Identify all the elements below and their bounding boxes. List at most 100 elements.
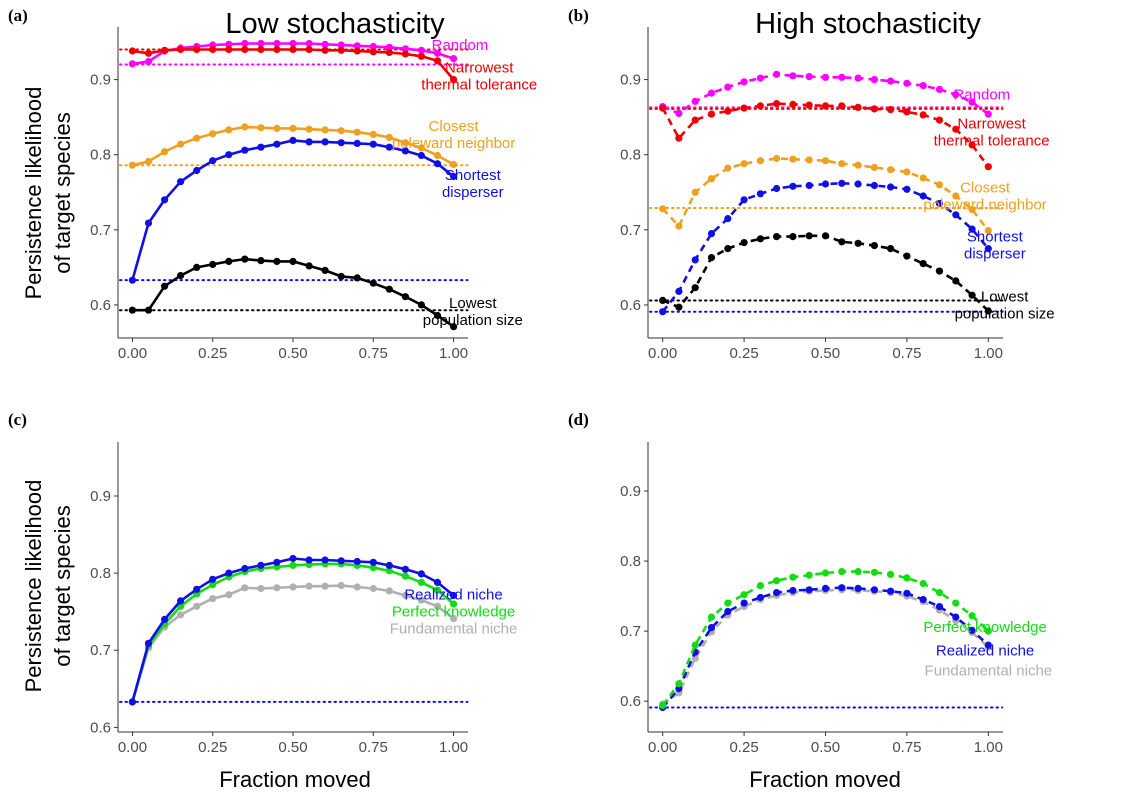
data-point-fundamental-niche <box>257 584 265 593</box>
data-point-fundamental-niche <box>241 584 249 592</box>
series-label-random: Random <box>432 37 489 54</box>
data-point-perfect-knowledge <box>870 568 879 576</box>
data-point-closest-poleward-neighbor <box>193 134 201 142</box>
data-point-lowest-population-size <box>984 307 992 315</box>
data-point-closest-poleward-neighbor <box>691 188 699 196</box>
data-point-lowest-population-size <box>707 254 716 262</box>
data-point-narrowest-thermal-tolerance <box>257 45 265 54</box>
data-point-random <box>854 74 862 82</box>
data-point-random <box>241 39 249 48</box>
data-point-perfect-knowledge <box>209 581 217 589</box>
data-point-closest-poleward-neighbor <box>433 151 442 160</box>
data-point-closest-poleward-neighbor <box>756 157 765 165</box>
y-tick-label: 0.6 <box>90 719 111 736</box>
data-point-narrowest-thermal-tolerance <box>450 76 458 84</box>
data-point-lowest-population-size <box>161 282 169 290</box>
data-point-narrowest-thermal-tolerance <box>401 50 409 58</box>
data-point-fundamental-niche <box>337 581 345 590</box>
series-line-closest-poleward-neighbor <box>661 157 990 232</box>
data-point-narrowest-thermal-tolerance <box>903 108 911 116</box>
data-point-narrowest-thermal-tolerance <box>919 111 927 119</box>
data-point-narrowest-thermal-tolerance <box>417 52 425 60</box>
data-point-perfect-knowledge <box>450 600 458 608</box>
data-point-perfect-knowledge <box>691 641 699 649</box>
data-point-narrowest-thermal-tolerance <box>740 104 748 112</box>
data-point-closest-poleward-neighbor <box>225 126 233 134</box>
data-point-realized-niche <box>740 599 748 607</box>
x-tick-label: 0.75 <box>359 739 388 756</box>
data-point-random <box>887 77 895 85</box>
data-point-perfect-knowledge <box>385 567 393 575</box>
data-point-perfect-knowledge <box>919 579 927 588</box>
data-point-lowest-population-size <box>177 272 185 280</box>
data-point-random <box>821 73 830 81</box>
data-point-fundamental-niche <box>433 602 442 610</box>
data-point-perfect-knowledge <box>935 589 944 597</box>
x-tick-label: 0.75 <box>892 739 921 756</box>
data-point-random <box>450 55 458 63</box>
x-tick-label: 0.25 <box>729 345 758 362</box>
data-point-shortest-disperser <box>838 179 846 187</box>
x-tick-label: 0.75 <box>359 345 388 362</box>
data-point-perfect-knowledge <box>740 591 748 599</box>
data-point-narrowest-thermal-tolerance <box>952 125 960 133</box>
data-point-perfect-knowledge <box>821 569 830 577</box>
data-point-closest-poleward-neighbor <box>968 205 976 214</box>
data-point-narrowest-thermal-tolerance <box>337 46 345 54</box>
data-point-shortest-disperser <box>756 190 765 198</box>
data-point-closest-poleward-neighbor <box>838 160 846 168</box>
chart-panel-c: 0.6 0.7 0.8 0.9 0.00 0.25 0.50 0.75 1.00 Fundamen… <box>90 442 517 756</box>
series-label-lowest-population-size: Lowest <box>981 288 1029 305</box>
x-tick-label: 1.00 <box>439 345 468 362</box>
data-point-shortest-disperser <box>887 183 895 191</box>
data-point-fundamental-niche <box>450 615 458 623</box>
x-tick-label: 0.00 <box>648 345 677 362</box>
data-point-narrowest-thermal-tolerance <box>773 100 781 108</box>
y-tick-label: 0.9 <box>620 72 641 89</box>
data-point-realized-niche <box>385 561 393 570</box>
data-point-random <box>321 40 329 48</box>
series-label-lowest-population-size: population size <box>423 312 523 329</box>
x-tick-label: 0.00 <box>118 739 147 756</box>
data-point-realized-niche <box>789 586 797 595</box>
data-point-random <box>919 82 927 90</box>
y-tick-label: 0.6 <box>620 297 641 314</box>
data-point-narrowest-thermal-tolerance <box>161 46 169 54</box>
data-point-narrowest-thermal-tolerance <box>887 106 895 114</box>
panel-label-a: (a) <box>8 6 28 25</box>
y-tick-label: 0.7 <box>90 642 111 659</box>
series-line-perfect-knowledge <box>661 570 990 707</box>
x-tick-label: 0.00 <box>118 345 147 362</box>
data-point-perfect-knowledge <box>401 572 409 580</box>
data-point-realized-niche <box>273 558 281 566</box>
data-point-realized-niche <box>144 639 153 647</box>
data-point-random <box>870 76 879 84</box>
data-point-perfect-knowledge <box>417 578 425 587</box>
data-point-random <box>984 110 992 118</box>
col-title-low: Low stochasticity <box>225 8 445 40</box>
data-point-lowest-population-size <box>675 303 683 311</box>
series-label-narrowest-thermal-tolerance: thermal tolerance <box>421 76 537 93</box>
data-point-closest-poleward-neighbor <box>209 130 217 138</box>
data-point-lowest-population-size <box>433 311 442 320</box>
data-point-realized-niche <box>756 593 765 602</box>
data-point-perfect-knowledge <box>854 568 862 576</box>
xlabel-c: Fraction moved <box>219 767 371 792</box>
data-point-closest-poleward-neighbor <box>450 160 458 169</box>
data-point-lowest-population-size <box>952 277 960 285</box>
data-point-narrowest-thermal-tolerance <box>209 45 217 54</box>
data-point-perfect-knowledge <box>707 613 716 621</box>
data-point-lowest-population-size <box>401 293 409 301</box>
data-point-realized-niche <box>433 578 442 587</box>
data-point-shortest-disperser <box>773 184 781 193</box>
data-point-fundamental-niche <box>369 584 377 593</box>
data-point-realized-niche <box>838 584 846 592</box>
data-point-realized-niche <box>305 556 313 564</box>
panel-label-c: (c) <box>8 410 27 429</box>
data-point-random <box>273 39 281 48</box>
data-point-fundamental-niche <box>209 595 217 603</box>
data-point-realized-niche <box>353 557 361 566</box>
data-point-lowest-population-size <box>209 260 217 268</box>
data-point-random <box>305 39 313 48</box>
